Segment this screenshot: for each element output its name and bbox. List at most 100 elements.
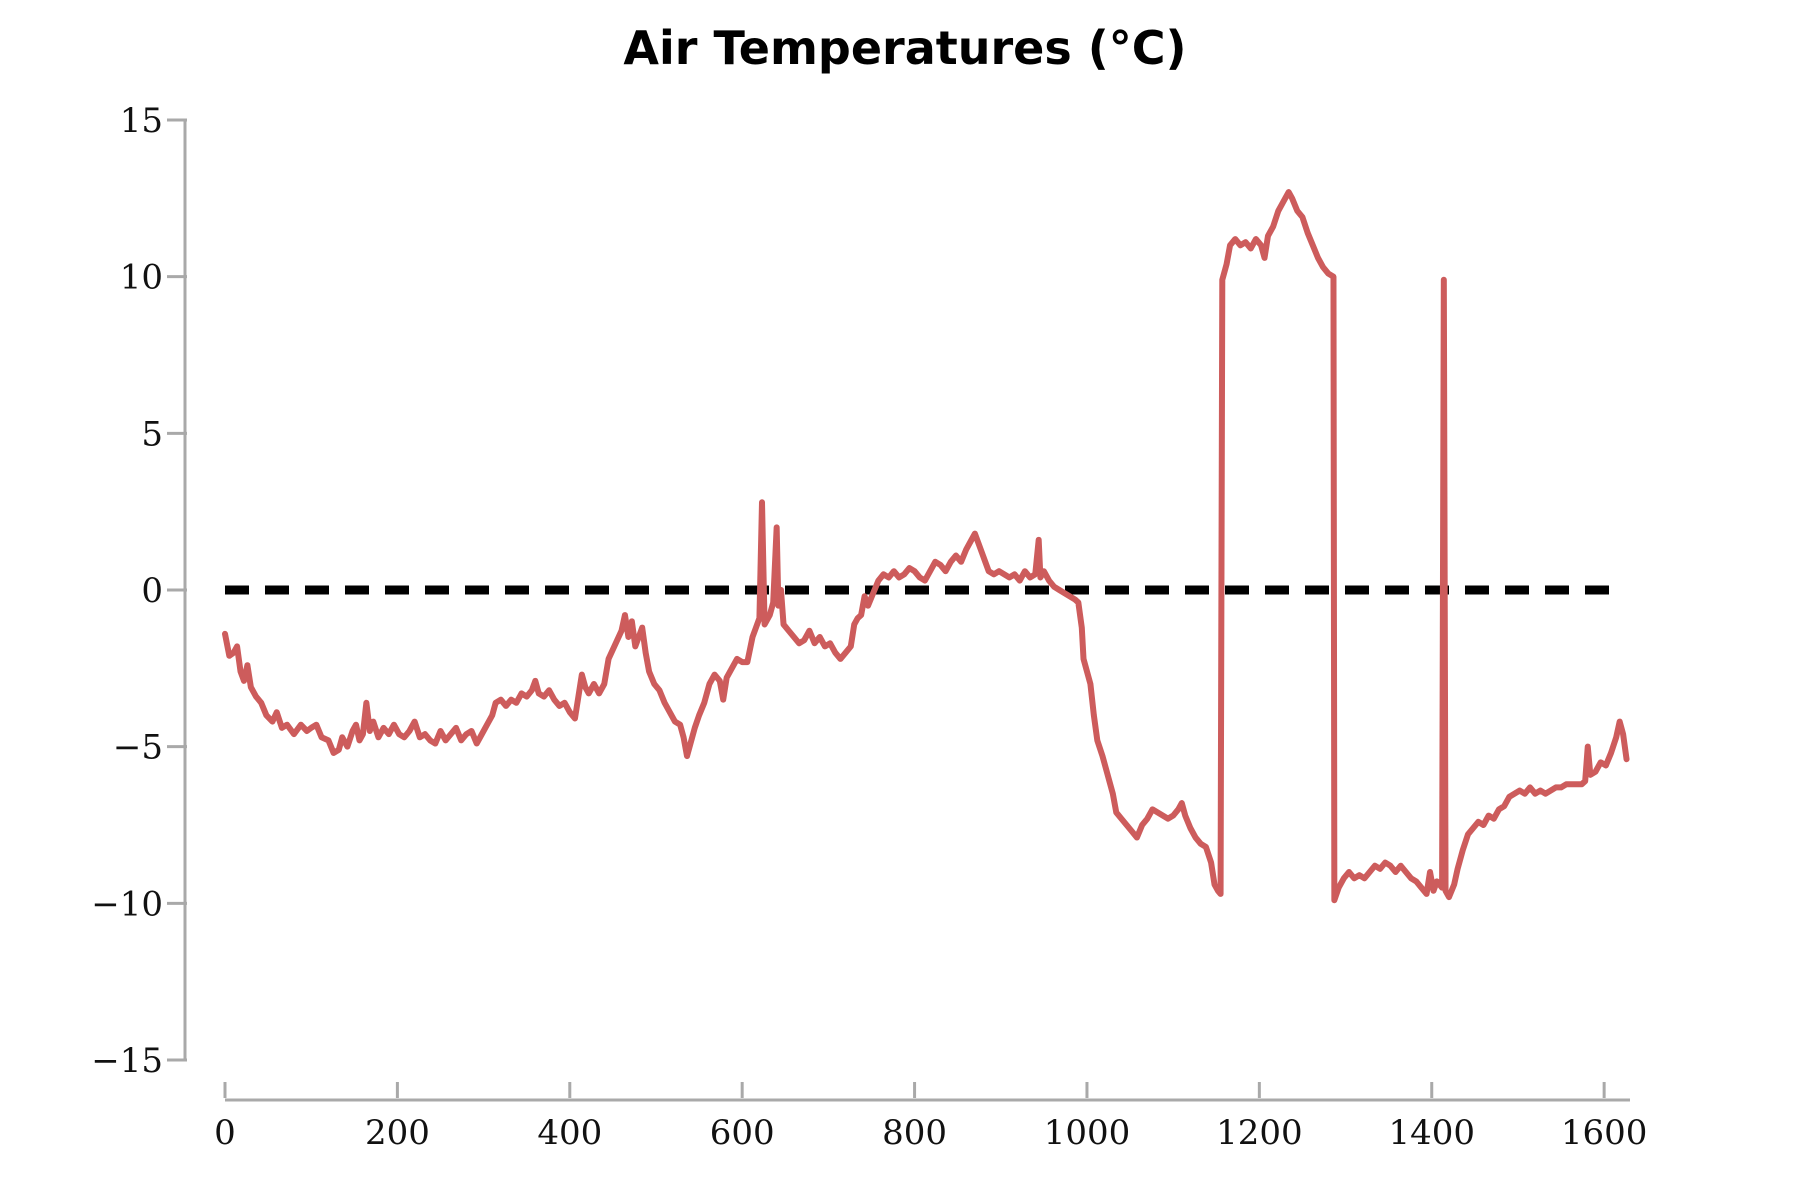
data-point xyxy=(596,691,602,696)
data-point xyxy=(1617,719,1622,724)
data-point xyxy=(319,735,324,740)
data-point xyxy=(1491,816,1497,821)
x-tick-label: 400 xyxy=(537,1113,602,1153)
x-tick-label: 1600 xyxy=(1561,1113,1648,1153)
data-point xyxy=(1585,744,1590,749)
data-point xyxy=(493,700,498,705)
data-point xyxy=(750,634,755,640)
data-point xyxy=(1218,891,1223,897)
data-point xyxy=(508,697,514,702)
data-point xyxy=(1351,876,1357,881)
data-point xyxy=(781,622,786,627)
data-point xyxy=(667,710,672,715)
data-point xyxy=(933,559,938,564)
data-point xyxy=(1270,224,1276,229)
data-point xyxy=(745,659,750,665)
data-point xyxy=(1486,813,1491,818)
data-point xyxy=(1501,804,1507,809)
data-point xyxy=(234,644,240,649)
data-point xyxy=(1624,757,1629,762)
data-point xyxy=(241,678,247,684)
data-point xyxy=(367,728,373,734)
data-point xyxy=(1208,860,1214,865)
data-point xyxy=(1276,208,1281,214)
data-point xyxy=(922,578,928,583)
data-point xyxy=(308,725,314,731)
x-tick-label: 200 xyxy=(365,1113,430,1153)
data-point xyxy=(464,731,469,737)
data-point xyxy=(1336,885,1341,890)
data-point xyxy=(1067,594,1072,599)
data-point xyxy=(684,753,690,759)
data-point xyxy=(1079,625,1084,630)
data-point xyxy=(636,634,641,640)
data-point xyxy=(964,547,969,552)
data-point xyxy=(1062,590,1067,596)
data-point xyxy=(284,722,290,727)
data-point xyxy=(1265,233,1271,239)
data-point xyxy=(1212,882,1217,887)
data-point xyxy=(1022,569,1028,574)
data-point xyxy=(1038,575,1043,580)
data-point xyxy=(448,731,454,737)
data-point xyxy=(1582,778,1588,784)
data-point xyxy=(1258,243,1264,248)
data-point xyxy=(1036,537,1041,543)
data-point xyxy=(1165,816,1171,821)
data-point xyxy=(969,537,974,543)
y-tick-label: 15 xyxy=(120,101,163,141)
data-point xyxy=(812,641,817,646)
data-point xyxy=(778,587,784,593)
data-point xyxy=(862,594,867,599)
data-point xyxy=(484,722,490,727)
data-point xyxy=(876,578,881,583)
data-point xyxy=(774,525,779,530)
data-point xyxy=(1341,876,1347,881)
data-point xyxy=(643,650,648,655)
data-point xyxy=(1041,569,1047,574)
data-point xyxy=(912,569,917,574)
data-point xyxy=(1150,807,1155,812)
data-point xyxy=(360,731,366,737)
data-point xyxy=(529,688,535,693)
data-point xyxy=(422,731,428,737)
y-tick-label: 0 xyxy=(141,571,163,611)
data-point xyxy=(1017,578,1022,583)
data-point xyxy=(858,612,864,618)
data-point xyxy=(552,697,557,702)
data-point xyxy=(270,719,275,724)
data-point xyxy=(996,569,1002,574)
data-point xyxy=(1129,829,1134,834)
data-point xyxy=(572,716,578,721)
data-point xyxy=(1588,772,1593,778)
data-point xyxy=(602,681,607,687)
data-point xyxy=(1593,769,1598,774)
data-point xyxy=(1072,597,1078,602)
data-point xyxy=(1532,791,1538,796)
data-point xyxy=(991,572,997,577)
data-point xyxy=(443,738,448,743)
data-point xyxy=(1243,240,1248,245)
data-point xyxy=(979,550,985,555)
data-point xyxy=(227,653,232,658)
data-point xyxy=(469,728,474,734)
y-tick-label: −10 xyxy=(91,884,163,924)
data-point xyxy=(231,650,236,655)
data-point xyxy=(1233,236,1238,242)
data-points xyxy=(222,189,1629,903)
data-point xyxy=(1460,847,1465,853)
data-point xyxy=(1057,587,1062,593)
data-point xyxy=(833,650,838,655)
data-point xyxy=(1614,735,1619,740)
data-point xyxy=(1088,681,1093,687)
data-point xyxy=(1002,572,1007,577)
data-point xyxy=(1527,785,1533,790)
data-point xyxy=(696,713,702,718)
data-point xyxy=(417,735,423,740)
x-tick-label: 1200 xyxy=(1216,1113,1303,1153)
x-tick-label: 1000 xyxy=(1044,1113,1131,1153)
data-point xyxy=(1419,885,1424,890)
data-point xyxy=(274,710,279,715)
data-point xyxy=(331,750,336,756)
